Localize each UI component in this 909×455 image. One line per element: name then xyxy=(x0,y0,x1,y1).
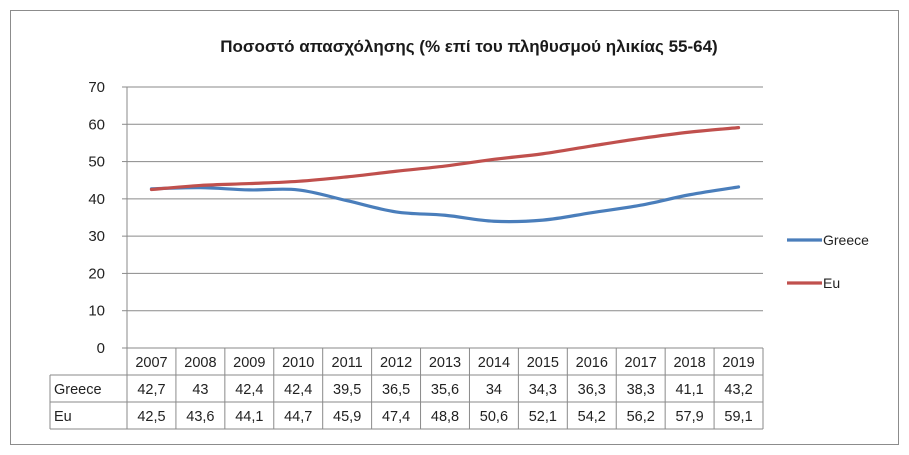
table-cell: 54,2 xyxy=(578,409,606,425)
x-tick-label: 2010 xyxy=(282,355,314,371)
x-tick-label: 2017 xyxy=(625,355,657,371)
table-cell: 43,6 xyxy=(186,409,214,425)
series-lines xyxy=(149,126,741,224)
data-table: 2007 2008 2009 2010 2011 2012 2013 2014 2015 2016… xyxy=(49,87,764,430)
y-tick-label: 70 xyxy=(88,79,105,96)
table-cell: 36,5 xyxy=(382,382,410,398)
table-cell: 44,1 xyxy=(235,409,263,425)
table-cell: 34,3 xyxy=(529,382,557,398)
table-cell: 42,7 xyxy=(137,382,165,398)
table-cell: 42,4 xyxy=(235,382,263,398)
x-tick-label: 2015 xyxy=(527,355,559,371)
legend-label: Eu xyxy=(823,275,840,291)
x-tick-label: 2019 xyxy=(722,355,754,371)
x-tick-label: 2016 xyxy=(576,355,608,371)
y-tick-label: 0 xyxy=(97,340,105,357)
table-cell: 36,3 xyxy=(578,382,606,398)
table-cell: 57,9 xyxy=(675,409,703,425)
table-cell: 48,8 xyxy=(431,409,459,425)
y-tick-label: 30 xyxy=(88,228,105,245)
table-cell: 56,2 xyxy=(627,409,655,425)
table-cell: 41,1 xyxy=(675,382,703,398)
x-tick-label: 2012 xyxy=(380,355,412,371)
x-tick-label: 2007 xyxy=(135,355,167,371)
legend-label: Greece xyxy=(823,232,869,248)
gridlines xyxy=(127,86,763,312)
x-tick-label: 2011 xyxy=(332,355,363,371)
table-series-name: Eu xyxy=(54,409,72,425)
chart-title: Ποσοστό απασχόλησης (% επί του πληθυσμού… xyxy=(220,37,717,56)
y-tick-label: 50 xyxy=(88,154,105,171)
y-tick-label: 20 xyxy=(88,265,105,282)
y-axis-ticks: 0 10 20 30 40 50 60 70 xyxy=(88,79,127,357)
table-cell: 42,4 xyxy=(284,382,312,398)
series-line-eu xyxy=(149,126,741,192)
legend: Greece Eu xyxy=(787,232,869,291)
y-tick-label: 40 xyxy=(88,191,105,208)
table-cell: 42,5 xyxy=(137,409,165,425)
table-cell: 38,3 xyxy=(627,382,655,398)
x-tick-label: 2014 xyxy=(478,355,510,371)
y-tick-label: 10 xyxy=(88,303,105,320)
table-cell: 35,6 xyxy=(431,382,459,398)
x-tick-label: 2009 xyxy=(233,355,265,371)
y-tick-label: 60 xyxy=(88,116,105,133)
x-tick-label: 2008 xyxy=(184,355,216,371)
table-cell: 43,2 xyxy=(724,382,752,398)
table-series-name: Greece xyxy=(54,382,102,398)
series-line-greece xyxy=(149,185,741,224)
table-cell: 47,4 xyxy=(382,409,410,425)
x-tick-label: 2018 xyxy=(673,355,705,371)
table-cell: 43 xyxy=(192,382,208,398)
table-cell: 50,6 xyxy=(480,409,508,425)
table-cell: 39,5 xyxy=(333,382,361,398)
table-cell: 52,1 xyxy=(529,409,557,425)
chart-frame xyxy=(10,10,899,445)
table-cell: 44,7 xyxy=(284,409,312,425)
table-cell: 34 xyxy=(486,382,502,398)
table-cell: 59,1 xyxy=(724,409,752,425)
x-tick-label: 2013 xyxy=(429,355,461,371)
table-cell: 45,9 xyxy=(333,409,361,425)
